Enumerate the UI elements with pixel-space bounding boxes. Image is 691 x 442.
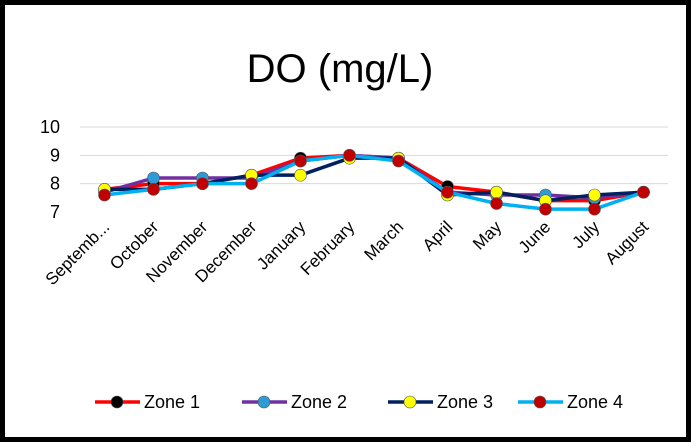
legend: Zone 1 Zone 2 Zone 3 Zone 4 — [95, 392, 623, 412]
y-tick-label: 9 — [50, 145, 60, 165]
data-point — [588, 202, 601, 216]
data-point — [490, 185, 503, 199]
data-point — [147, 183, 160, 196]
x-tick-label: Septemb... — [42, 217, 114, 289]
y-axis-ticks: 10 9 8 7 — [40, 117, 60, 222]
chart-title: DO (mg/L) — [247, 47, 434, 91]
legend-marker — [110, 395, 124, 409]
legend-label: Zone 4 — [567, 392, 623, 412]
legend-marker — [257, 395, 271, 409]
legend-item: Zone 4 — [518, 392, 623, 412]
series-lines — [98, 149, 650, 216]
x-axis-ticks: Septemb...OctoberNovemberDecemberJanuary… — [42, 217, 653, 289]
y-tick-label: 7 — [50, 202, 60, 222]
legend-item: Zone 3 — [388, 392, 493, 412]
x-tick-label: April — [419, 217, 456, 254]
data-point — [441, 185, 454, 199]
x-tick-label: March — [360, 217, 407, 264]
series-line — [104, 153, 645, 211]
legend-label: Zone 3 — [437, 392, 493, 412]
data-point — [588, 188, 601, 202]
data-point — [245, 177, 258, 190]
x-tick-label: May — [469, 217, 505, 253]
data-point — [294, 154, 307, 168]
x-tick-label: July — [569, 217, 604, 252]
y-tick-label: 10 — [40, 117, 60, 137]
data-point — [539, 202, 552, 216]
data-point — [392, 154, 405, 168]
legend-label: Zone 1 — [144, 392, 200, 412]
x-tick-label: February — [297, 217, 359, 279]
data-point — [637, 185, 650, 199]
data-point — [294, 168, 307, 182]
data-point — [196, 177, 209, 190]
data-point — [343, 149, 356, 162]
legend-marker — [403, 395, 417, 409]
data-point — [490, 197, 503, 210]
series-line — [104, 153, 644, 200]
y-tick-label: 8 — [50, 174, 60, 194]
series-4 — [98, 149, 650, 216]
legend-label: Zone 2 — [291, 392, 347, 412]
legend-marker — [533, 395, 547, 409]
data-point — [98, 188, 111, 202]
data-point — [147, 171, 160, 185]
x-tick-label: August — [601, 217, 652, 268]
legend-item: Zone 1 — [95, 392, 200, 412]
legend-item: Zone 2 — [242, 392, 347, 412]
x-tick-label: June — [515, 217, 555, 257]
